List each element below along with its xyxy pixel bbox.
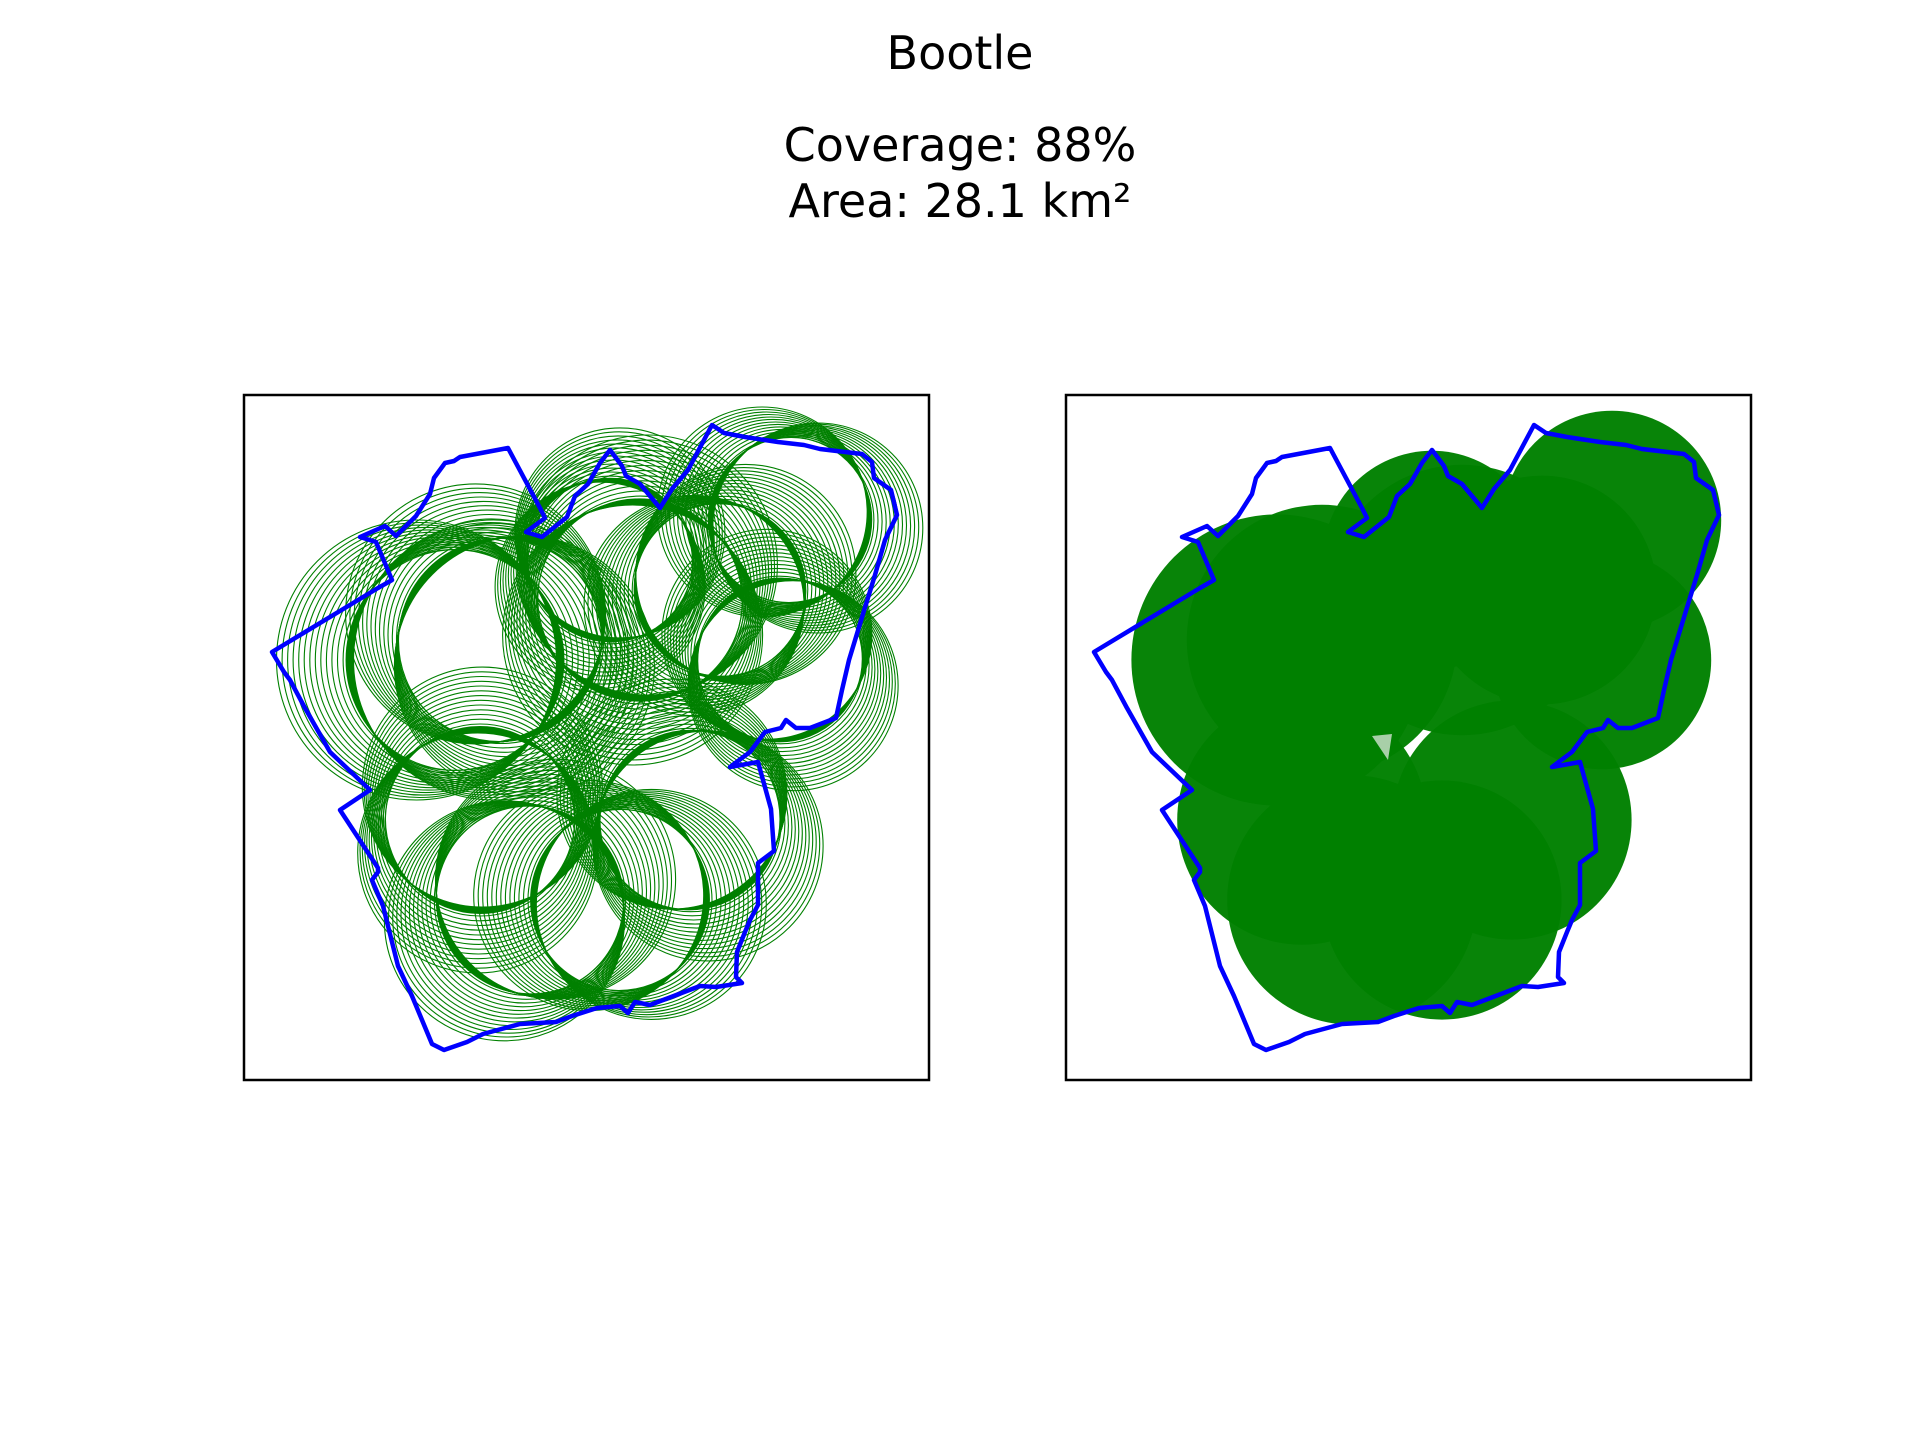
coverage-disc <box>1322 450 1542 670</box>
coverage-ring <box>352 521 629 799</box>
area-text: Area: 28.1 km² <box>788 174 1132 228</box>
coverage-ring <box>516 434 778 696</box>
coverage-ring <box>494 481 706 693</box>
coverage-ring <box>687 580 899 792</box>
coverage-ring <box>309 534 561 786</box>
coverage-text: Coverage: 88% <box>783 118 1137 172</box>
coverage-ring <box>348 536 596 784</box>
left-coverage-rings <box>275 406 924 1042</box>
right-map-panel <box>1064 393 1753 1082</box>
right-boundary-outline <box>1091 422 1722 1053</box>
left-map-panel <box>242 393 931 1082</box>
left-boundary-outline <box>269 422 900 1053</box>
ring-cluster <box>494 427 726 693</box>
figure-title: Bootle <box>886 26 1034 80</box>
uncovered-gap <box>1372 734 1392 760</box>
right-panel-frame <box>1064 393 1753 1082</box>
coverage-ring <box>370 729 587 945</box>
coverage-ring <box>303 531 561 789</box>
coverage-ring <box>635 463 857 685</box>
left-panel-frame <box>242 393 931 1082</box>
right-coverage-discs <box>1131 410 1722 1025</box>
coverage-ring <box>712 422 924 634</box>
ring-cluster <box>556 678 824 962</box>
